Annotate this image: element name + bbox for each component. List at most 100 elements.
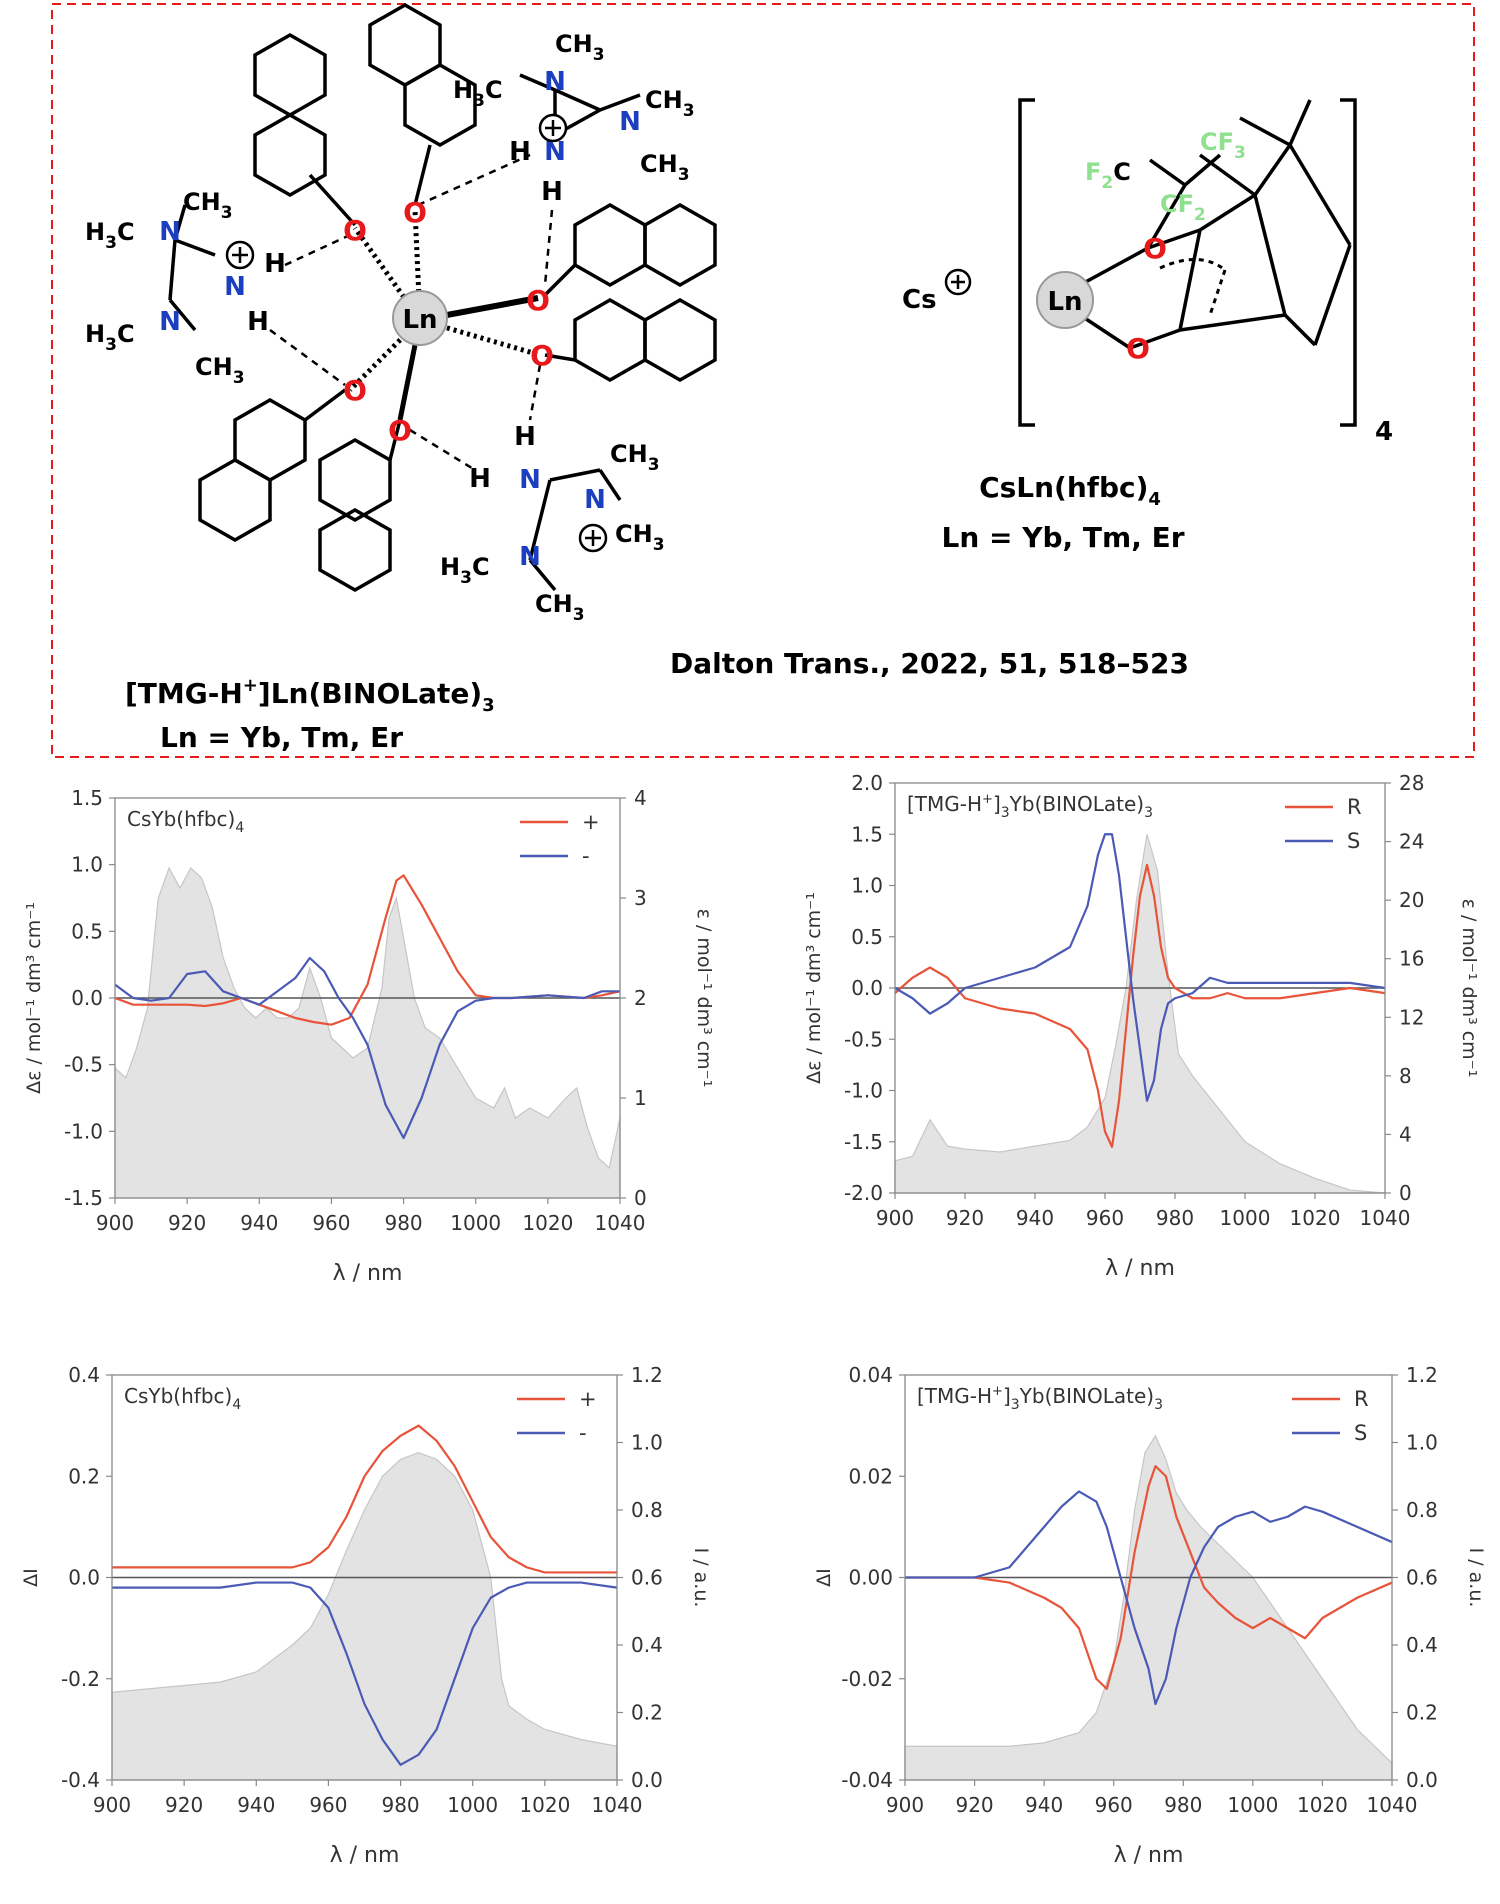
y-tick-label: 1.0 [851, 874, 883, 898]
nitrogen-label: N [159, 217, 181, 247]
y2-tick-label: 0.0 [1406, 1768, 1438, 1792]
right-ln-line: Ln = Yb, Tm, Er [941, 521, 1184, 554]
series-line-+ [112, 1424, 617, 1574]
y2-tick-label: 8 [1399, 1064, 1412, 1088]
y-tick-label: 0.00 [848, 1566, 893, 1590]
y2-axis-label: ε / mol⁻¹ dm³ cm⁻¹ [1458, 899, 1480, 1078]
x-tick-label: 1040 [1360, 1206, 1411, 1230]
title-sub: 3 [1001, 805, 1010, 821]
y2-tick-label: 3 [634, 886, 647, 910]
x-tick-label: 1020 [1290, 1206, 1341, 1230]
methyl-label: H3C [440, 553, 490, 588]
y-tick-label: -0.04 [841, 1768, 893, 1792]
charts: 900 920 940 960 980 1000 1020 1040-1.5-1.0-0.50… [20, 771, 1487, 1868]
x-tick-label: 1040 [592, 1793, 643, 1817]
chart-title: CsYb(hfbc)4 [127, 807, 244, 836]
x-tick-label: 960 [309, 1793, 347, 1817]
y2-tick-label: 28 [1399, 771, 1424, 795]
x-tick-label: 1000 [447, 1793, 498, 1817]
y-tick-label: 0.02 [848, 1464, 893, 1488]
oxygen-label: O [343, 214, 367, 247]
chart-bottom-left: 900 920 940 960 980 1000 1020 1040-0.4-0.20.00.… [20, 1363, 712, 1868]
series-area-ε [894, 834, 1386, 1194]
y2-tick-label: 4 [1399, 1122, 1412, 1146]
methyl-label: CH3 [555, 30, 605, 65]
title-sup: + [992, 1384, 1003, 1399]
x-tick-label: 920 [946, 1206, 984, 1230]
x-tick-label: 980 [1156, 1206, 1194, 1230]
x-axis-label: λ / nm [330, 1843, 400, 1868]
structures-panel: Ln O O O O O O N N N N N N N N N H H H H [51, 2, 1475, 758]
y2-tick-label: 0.6 [631, 1566, 663, 1590]
fluorine-labels: CF3 F2C CF2 [1085, 128, 1246, 225]
y2-tick-label: 1.0 [631, 1431, 663, 1455]
x-axis-label: λ / nm [1114, 1843, 1184, 1868]
y-tick-label: -0.5 [64, 1053, 103, 1077]
oxygen-label: O [526, 284, 550, 317]
y-tick-label: 2.0 [851, 771, 883, 795]
y-tick-label: 0.0 [68, 1566, 100, 1590]
x-tick-label: 960 [312, 1211, 350, 1235]
x-tick-label: 1020 [519, 1793, 570, 1817]
y-tick-label: -0.5 [844, 1027, 883, 1051]
methyl-label: CH3 [535, 590, 585, 625]
series-area-ε [114, 866, 621, 1199]
y2-tick-label: 1.2 [1406, 1363, 1438, 1387]
legend-label: + [579, 1387, 597, 1411]
ln-atom-left [392, 290, 448, 346]
y2-tick-label: 4 [634, 786, 647, 810]
x-tick-label: 980 [381, 1793, 419, 1817]
nitrogen-label: N [584, 485, 606, 515]
y2-axis-label: ε / mol⁻¹ dm³ cm⁻¹ [693, 909, 715, 1088]
chart-bottom-right: 900 920 940 960 980 1000 1020 1040 -0.04 -0.02 0.0… [813, 1363, 1487, 1868]
nitrogen-label: N [544, 137, 566, 167]
x-tick-label: 960 [1086, 1206, 1124, 1230]
x-tick-label: 940 [1016, 1206, 1054, 1230]
x-tick-label: 1000 [1227, 1793, 1278, 1817]
methyl-label: CH3 [183, 188, 233, 223]
f2c-label: F2C [1085, 158, 1131, 193]
oxygen-label: O [403, 196, 427, 229]
y-tick-label: 1.5 [71, 786, 103, 810]
x-tick-label: 900 [876, 1206, 914, 1230]
y2-tick-label: 0.2 [1406, 1701, 1438, 1725]
y2-tick-label: 24 [1399, 830, 1424, 854]
title-main: CsYb(hfbc) [124, 1384, 232, 1408]
methyl-label: H3C [85, 320, 135, 355]
oxygen-labels-left: O O O O O O [343, 196, 554, 447]
x-tick-label: 940 [237, 1793, 275, 1817]
y2-tick-label: 20 [1399, 888, 1424, 912]
plus-sign [538, 113, 568, 143]
legend-label: R [1354, 1387, 1369, 1411]
cation-plus-signs [225, 113, 972, 553]
x-tick-label: 940 [1025, 1793, 1063, 1817]
methyl-labels: CH3 H3C CH3 CH3 CH3 H3C H3C CH3 CH3 CH3 … [85, 30, 695, 625]
oxygen-label: O [388, 414, 412, 447]
legend-label: R [1347, 795, 1362, 819]
hydrogen-labels: H H H H H H [247, 137, 563, 494]
y2-tick-label: 0 [634, 1186, 647, 1210]
x-tick-label: 900 [93, 1793, 131, 1817]
y-tick-label: -0.4 [61, 1768, 100, 1792]
x-tick-label: 980 [1164, 1793, 1202, 1817]
hfbc-complex-drawing [1018, 98, 1357, 427]
series-area-I [111, 1451, 618, 1781]
y-tick-label: -1.5 [64, 1186, 103, 1210]
nitrogen-label: N [224, 272, 246, 302]
x-tick-label: 1020 [1297, 1793, 1348, 1817]
nitrogen-labels: N N N N N N N N N [159, 67, 641, 572]
bracket-index: 4 [1375, 417, 1393, 447]
y-tick-label: 0.5 [851, 925, 883, 949]
title-sub2: 3 [1154, 1397, 1163, 1413]
y2-tick-label: 12 [1399, 1005, 1424, 1029]
title-tail: Yb(BINOLate) [1009, 792, 1144, 816]
x-tick-label: 900 [96, 1211, 134, 1235]
y-tick-label: 1.5 [851, 822, 883, 846]
chart-title: [TMG-H+]3Yb(BINOLate)3 [907, 792, 1153, 821]
y2-tick-label: 1 [634, 1086, 647, 1110]
hydrogen-label: H [469, 464, 491, 494]
x-tick-label: 960 [1095, 1793, 1133, 1817]
x-tick-label: 1000 [1220, 1206, 1271, 1230]
x-tick-label: 980 [384, 1211, 422, 1235]
x-tick-label: 1000 [450, 1211, 501, 1235]
